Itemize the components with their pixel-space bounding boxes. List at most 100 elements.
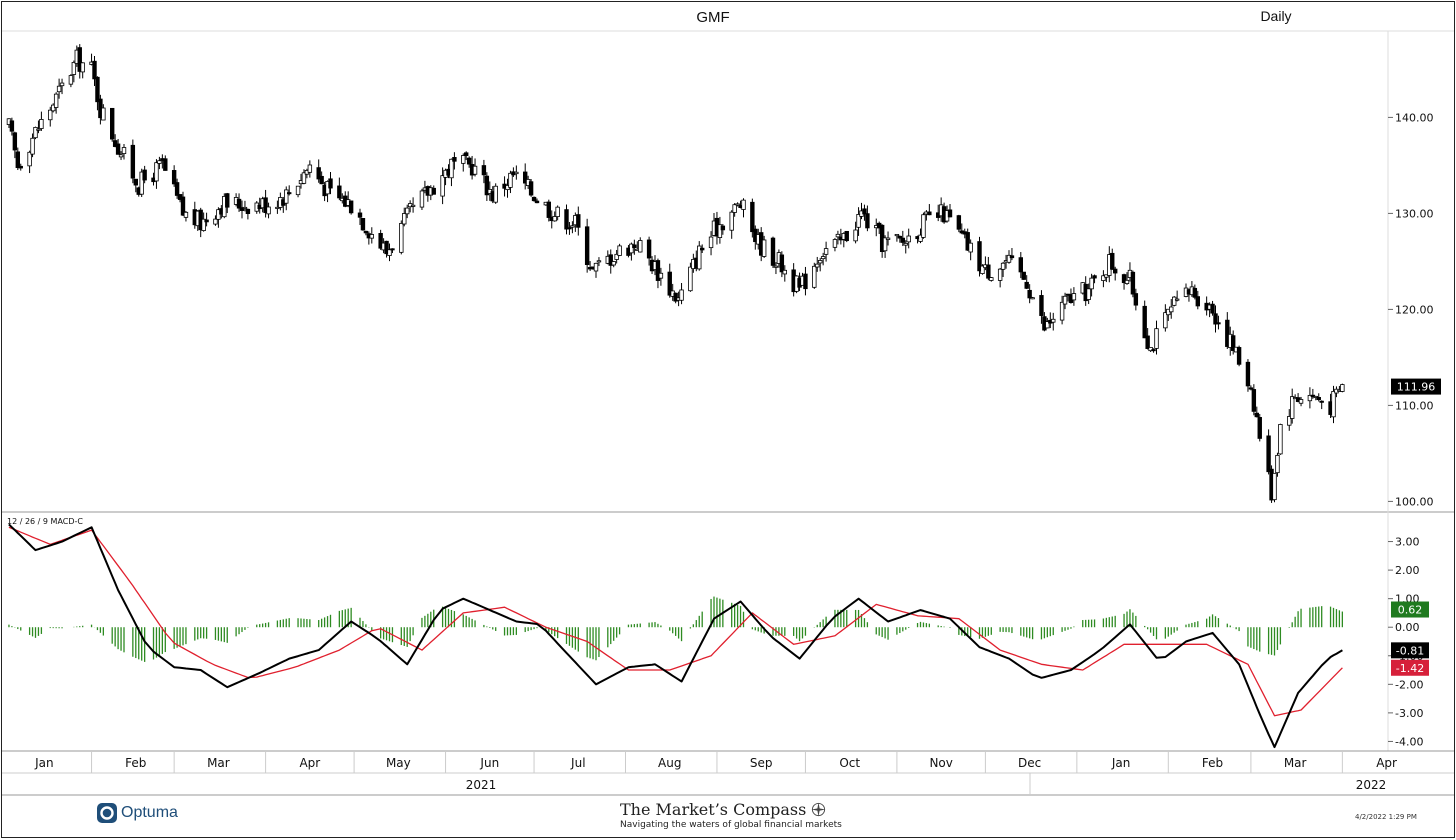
candle-body (95, 76, 100, 103)
candle-body (750, 201, 755, 233)
histogram-last-badge (1391, 601, 1429, 618)
candle-body (410, 204, 416, 207)
candlestick (466, 156, 472, 168)
candle-body (9, 120, 15, 132)
candlestick (820, 252, 826, 266)
candlestick (1027, 284, 1032, 304)
candle-body (679, 289, 684, 301)
candle-body (906, 235, 911, 243)
candlestick (770, 236, 776, 268)
candlestick (1110, 248, 1115, 270)
candlestick (1151, 348, 1156, 353)
candlestick (1290, 388, 1295, 424)
candlestick (531, 196, 537, 202)
candlestick (646, 236, 652, 266)
candle-body (997, 268, 1003, 281)
candle-body (508, 172, 513, 188)
price-axis-label: 100.00 (1395, 495, 1434, 508)
candle-body (611, 261, 616, 266)
candlestick (493, 183, 498, 204)
candle-body (484, 175, 490, 196)
candle-body (1071, 293, 1077, 301)
candlestick (1104, 274, 1109, 283)
candle-body (1225, 319, 1230, 347)
candle-body (142, 169, 147, 181)
candlestick (378, 229, 383, 250)
month-label: Feb (1202, 756, 1223, 770)
candle-body (1310, 394, 1316, 398)
candlestick (1257, 413, 1262, 442)
candle-body (12, 132, 18, 151)
candlestick (1248, 385, 1254, 391)
candle-body (927, 211, 932, 216)
macd-line (8, 523, 1343, 749)
candle-body (570, 225, 575, 228)
candlestick (481, 159, 487, 184)
macd-axis-label: -4.00 (1395, 735, 1423, 748)
candle-body (1319, 400, 1324, 403)
candlestick (1089, 273, 1094, 297)
candlestick (387, 243, 392, 262)
candlestick (853, 221, 858, 244)
candlestick (570, 221, 575, 234)
candlestick (818, 257, 823, 272)
candlestick (528, 179, 534, 197)
candlestick (461, 153, 466, 172)
candlestick (567, 221, 572, 235)
candle-body (1307, 394, 1313, 402)
month-label: Oct (839, 756, 860, 770)
publisher-tagline: Navigating the waters of global financia… (620, 820, 842, 830)
candle-body (1254, 412, 1259, 418)
candlestick (608, 249, 613, 274)
candlestick (307, 160, 313, 178)
candlestick (284, 186, 289, 211)
candle-body (110, 107, 115, 140)
candlestick (1062, 292, 1068, 310)
candle-body (68, 75, 74, 85)
candlestick (239, 200, 245, 219)
candle-body (523, 171, 528, 184)
candle-body (596, 260, 602, 263)
candlestick (1316, 393, 1321, 402)
month-label: Jan (1111, 756, 1131, 770)
candle-body (514, 171, 519, 175)
candlestick (779, 251, 785, 278)
candle-body (92, 60, 97, 80)
candle-body (493, 185, 498, 203)
candle-body (1340, 384, 1345, 392)
candlestick (484, 172, 490, 201)
candlestick (856, 207, 861, 236)
candlestick (882, 235, 888, 258)
candle-body (1210, 303, 1215, 314)
candle-body (1092, 275, 1097, 279)
candlestick (183, 211, 189, 222)
candle-body (735, 203, 740, 206)
candlestick (1287, 409, 1292, 431)
candle-body (1245, 361, 1251, 387)
candlestick (803, 266, 808, 296)
candlestick (337, 177, 342, 201)
candle-body (48, 109, 53, 121)
candle-body (1236, 347, 1242, 365)
candle-body (174, 182, 180, 196)
month-label: May (386, 756, 411, 770)
candle-body (245, 208, 251, 214)
candle-body (1006, 254, 1012, 263)
candle-body (1045, 321, 1050, 329)
candlestick (1024, 275, 1029, 290)
candle-body (369, 234, 374, 239)
candlestick (95, 76, 100, 111)
candle-body (708, 236, 714, 249)
signal-last-value: -1.42 (1396, 662, 1424, 675)
candle-body (534, 200, 540, 204)
candlestick (552, 211, 557, 222)
candle-body (201, 218, 206, 231)
candle-body (688, 266, 693, 292)
candlestick (989, 277, 994, 282)
candlestick (316, 159, 321, 183)
candle-body (472, 165, 478, 175)
candle-body (1130, 271, 1136, 295)
candle-body (316, 167, 321, 180)
signal-last-badge (1391, 659, 1429, 676)
candlestick (986, 256, 991, 281)
